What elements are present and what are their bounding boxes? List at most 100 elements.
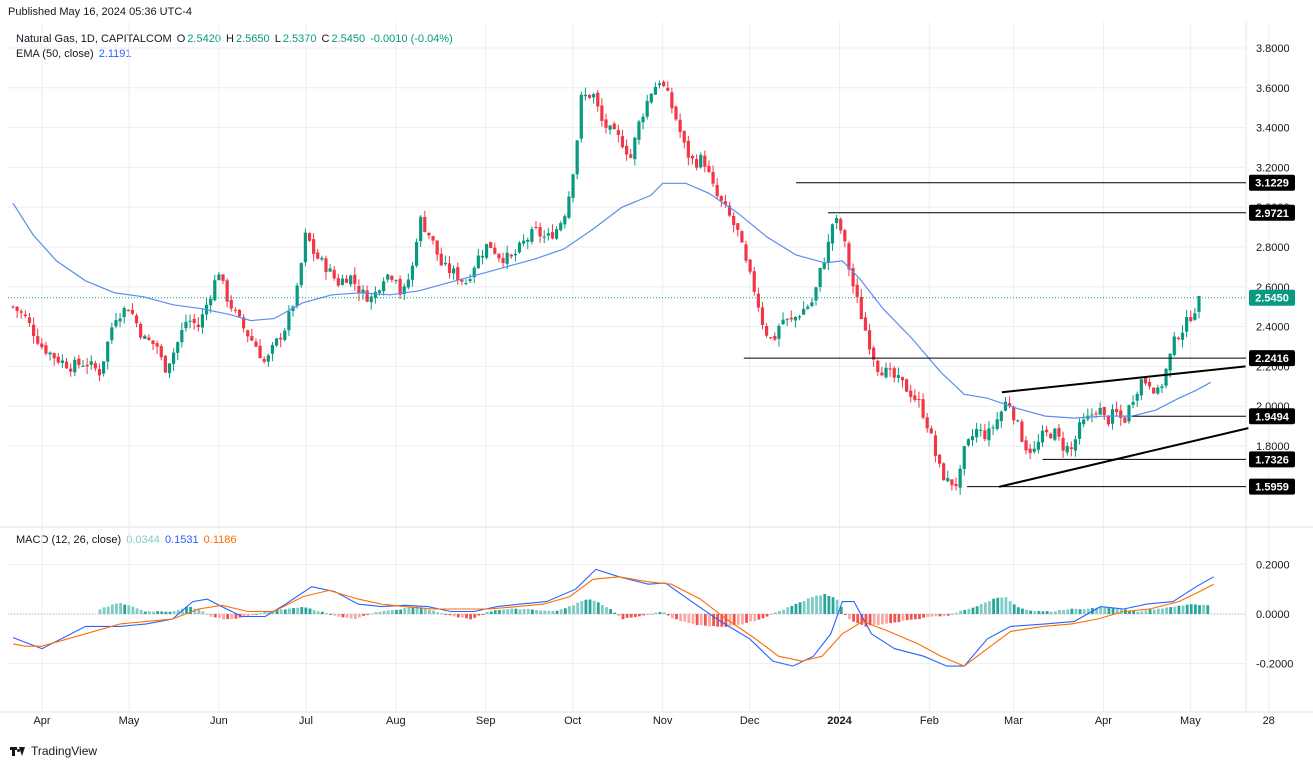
- histogram-bar: [773, 612, 777, 614]
- candle: [283, 328, 287, 342]
- candle: [649, 92, 653, 104]
- candle: [200, 308, 205, 334]
- candle: [530, 226, 534, 245]
- histogram-bar: [502, 609, 505, 614]
- y-tick-label: 2.8000: [1256, 242, 1290, 254]
- grid-lines: [0, 22, 1313, 713]
- candle: [484, 243, 489, 260]
- histogram-bar: [691, 614, 695, 624]
- candle: [999, 410, 1003, 428]
- histogram-bar: [951, 613, 954, 615]
- histogram-bar: [988, 601, 991, 614]
- candle: [789, 310, 793, 323]
- histogram-bar: [296, 607, 300, 614]
- histogram-bar: [596, 602, 600, 614]
- high-value: 2.5650: [235, 33, 270, 45]
- histogram-bar: [172, 611, 176, 614]
- y-tick-label: 1.8000: [1256, 441, 1290, 453]
- histogram-bar: [279, 609, 283, 614]
- candle: [1016, 419, 1020, 423]
- candle: [81, 360, 85, 368]
- candle: [645, 94, 649, 120]
- ema-legend[interactable]: EMA (50, close) 2.1191: [16, 48, 134, 60]
- candle: [991, 424, 995, 435]
- candle: [1172, 331, 1176, 357]
- histogram-bar: [1008, 601, 1012, 614]
- histogram-bar: [1082, 609, 1086, 614]
- histogram-bar: [498, 609, 501, 614]
- symbol-legend[interactable]: Natural Gas, 1D, CAPITALCOM O 2.5420 H 2.5…: [16, 33, 455, 45]
- candle: [225, 278, 229, 308]
- x-tick-label: Apr: [33, 715, 50, 727]
- candle: [1197, 295, 1201, 319]
- histogram-bar: [382, 610, 386, 614]
- histogram-bar: [312, 610, 316, 614]
- histogram-bar: [407, 607, 411, 614]
- signal-line: [12, 576, 1214, 667]
- y-tick-label: 3.8000: [1256, 43, 1290, 55]
- candle: [954, 477, 958, 491]
- candle: [892, 366, 896, 383]
- candle: [443, 255, 447, 266]
- change-value: -0.0010 (-0.04%): [370, 33, 453, 45]
- x-tick-label: Apr: [1095, 715, 1112, 727]
- trend-line[interactable]: [998, 427, 1249, 488]
- candle: [657, 80, 662, 89]
- histogram-bar: [905, 614, 909, 621]
- candle: [85, 358, 89, 374]
- candle: [332, 266, 336, 281]
- tradingview-footer[interactable]: TradingView: [10, 744, 97, 758]
- candle: [962, 445, 966, 476]
- candle: [830, 223, 835, 251]
- histogram-bar: [629, 614, 633, 618]
- candle: [905, 378, 909, 392]
- candle: [995, 412, 999, 431]
- histogram-bar: [942, 614, 946, 617]
- histogram-bar: [428, 609, 431, 614]
- histogram-bar: [440, 613, 444, 615]
- x-tick-label: Dec: [740, 715, 760, 727]
- candle: [781, 312, 785, 325]
- candle: [242, 314, 246, 333]
- candle: [559, 221, 563, 232]
- candle: [489, 241, 493, 249]
- histogram-bar: [444, 614, 448, 615]
- histogram-bar: [1140, 611, 1144, 614]
- histogram-bar: [621, 614, 625, 620]
- candle: [1164, 367, 1168, 389]
- histogram-bar: [205, 614, 209, 615]
- histogram-bar: [152, 611, 155, 614]
- candle: [567, 191, 571, 220]
- macd-line-value: 0.1531: [164, 534, 199, 546]
- histogram-bar: [514, 608, 518, 614]
- candle: [1106, 415, 1110, 427]
- histogram-bar: [316, 611, 320, 614]
- candle: [616, 124, 620, 143]
- histogram-bar: [687, 614, 691, 624]
- histogram-bar: [123, 604, 127, 614]
- histogram-bar: [127, 605, 131, 614]
- chart-canvas[interactable]: 1.80002.00002.20002.40002.60002.80003.00…: [0, 22, 1313, 742]
- histogram-bar: [411, 607, 415, 614]
- high-label: H: [226, 33, 234, 45]
- histogram-bar: [568, 606, 571, 614]
- candle: [859, 289, 863, 320]
- candle: [760, 302, 765, 330]
- svg-text:3.1229: 3.1229: [1255, 178, 1289, 190]
- histogram-bar: [695, 614, 699, 626]
- histogram-bar: [1193, 604, 1197, 614]
- candle: [1152, 387, 1156, 394]
- candle: [1180, 325, 1185, 348]
- trend-line[interactable]: [1001, 365, 1246, 394]
- histogram-bar: [362, 614, 365, 616]
- histogram-bar: [922, 614, 925, 618]
- histogram-bar: [876, 614, 880, 625]
- histogram-bar: [143, 611, 147, 614]
- histogram-bar: [897, 614, 901, 623]
- histogram-bar: [679, 614, 683, 622]
- histogram-bar: [325, 612, 328, 614]
- histogram-bar: [1161, 608, 1164, 614]
- histogram-bar: [102, 607, 106, 614]
- svg-text:1.9494: 1.9494: [1255, 411, 1290, 423]
- x-tick-label: Mar: [1004, 715, 1023, 727]
